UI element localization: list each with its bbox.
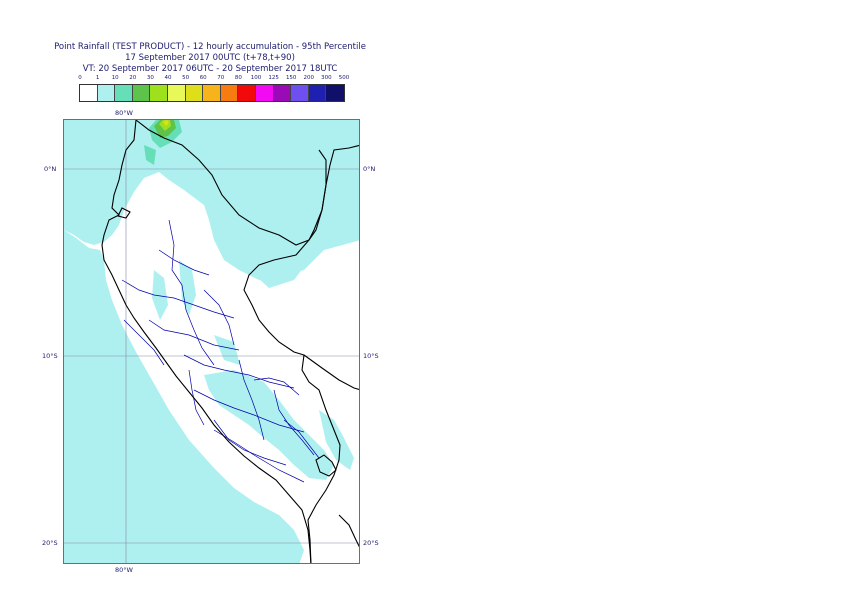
region-border xyxy=(121,279,235,319)
graticule xyxy=(64,120,359,563)
lon-label-bottom: 80°W xyxy=(115,566,133,574)
legend-swatch xyxy=(308,85,327,101)
lat-label-left-10s: 10°S xyxy=(42,352,58,360)
peru-ecuador-colombia-border xyxy=(135,120,359,246)
legend-tick-label: 50 xyxy=(182,75,190,81)
legend-tick-label: 20 xyxy=(129,75,137,81)
regional-borders xyxy=(121,219,320,483)
region-border xyxy=(213,419,287,466)
legend-tick-label: 500 xyxy=(338,75,350,81)
map-title-block: Point Rainfall (TEST PRODUCT) - 12 hourl… xyxy=(40,42,380,75)
coastlines-country-borders xyxy=(101,120,359,563)
legend-color-bar xyxy=(79,84,345,102)
legend-swatch xyxy=(220,85,239,101)
lat-label-right-20s: 20°S xyxy=(363,539,379,547)
brazil-northeast-border xyxy=(308,149,327,241)
legend-tick-label: 100 xyxy=(250,75,262,81)
peru-brazil-border xyxy=(243,239,341,563)
lat-label-left-20s: 20°S xyxy=(42,539,58,547)
region-border xyxy=(183,354,295,389)
rain-area-mid-south xyxy=(204,370,334,480)
rain-peak-core xyxy=(163,120,169,126)
region-border xyxy=(148,319,240,351)
region-border xyxy=(168,219,215,366)
region-border xyxy=(238,359,265,441)
legend-swatch xyxy=(185,85,204,101)
legend-swatch xyxy=(80,85,98,101)
legend-tick-label: 40 xyxy=(164,75,172,81)
region-border xyxy=(123,319,165,366)
legend-swatch xyxy=(291,85,309,101)
lat-label-left-0: 0°N xyxy=(44,165,57,173)
legend-swatch xyxy=(326,85,344,101)
legend-tick-label: 60 xyxy=(199,75,207,81)
legend-swatch xyxy=(132,85,151,101)
lake-titicaca xyxy=(315,454,337,477)
rain-streak-2 xyxy=(152,270,168,320)
legend-tick-label: 70 xyxy=(217,75,225,81)
lat-label-right-0: 0°N xyxy=(363,165,376,173)
rain-coastal-spot xyxy=(144,145,156,165)
map-panel[interactable] xyxy=(63,119,360,564)
color-legend: 0 1 10 20 30 40 50 60 70 80 100 125 150 200 300 500 xyxy=(76,75,350,103)
legend-swatch xyxy=(255,85,274,101)
legend-swatch xyxy=(97,85,116,101)
legend-swatch xyxy=(238,85,256,101)
legend-tick-label: 80 xyxy=(234,75,242,81)
legend-tick-label: 1 xyxy=(95,75,100,81)
northern-inlet xyxy=(117,207,131,219)
bolivia-border xyxy=(303,354,359,391)
region-border xyxy=(193,389,305,433)
legend-tick-label: 10 xyxy=(111,75,119,81)
rain-area-north xyxy=(64,120,359,280)
south-america-west-coast xyxy=(101,120,312,563)
legend-tick-label: 30 xyxy=(146,75,154,81)
map-canvas xyxy=(64,120,359,563)
region-border xyxy=(253,377,300,396)
region-border xyxy=(273,389,315,456)
region-border xyxy=(213,429,305,483)
rain-streak-1 xyxy=(179,260,196,315)
chile-border xyxy=(338,514,359,548)
legend-tick-label: 125 xyxy=(268,75,279,81)
legend-swatch xyxy=(167,85,186,101)
rain-area-northeast xyxy=(244,215,314,288)
legend-tick-label: 150 xyxy=(285,75,297,81)
lat-label-right-10s: 10°S xyxy=(363,352,379,360)
region-border xyxy=(203,289,235,346)
region-border xyxy=(158,249,210,276)
title-line-3: VT: 20 September 2017 06UTC - 20 Septemb… xyxy=(82,64,338,74)
region-border xyxy=(188,369,205,426)
legend-tick-label: 200 xyxy=(303,75,315,81)
rain-area-east-patch xyxy=(319,410,354,470)
legend-tick-label: 0 xyxy=(78,75,82,81)
region-border xyxy=(283,419,320,459)
legend-tick-labels: 0 1 10 20 30 40 50 60 70 80 100 125 150 200 300 500 xyxy=(76,75,350,83)
legend-swatch xyxy=(115,85,133,101)
legend-swatch xyxy=(150,85,168,101)
legend-tick-label: 300 xyxy=(321,75,332,81)
lon-label-top: 80°W xyxy=(115,109,133,117)
rain-area-west xyxy=(64,230,304,563)
legend-swatch xyxy=(273,85,292,101)
rain-streak-3 xyxy=(214,335,240,365)
title-line-1: Point Rainfall (TEST PRODUCT) - 12 hourl… xyxy=(54,42,366,52)
legend-swatch xyxy=(203,85,221,101)
title-line-2: 17 September 2017 00UTC (t+78,t+90) xyxy=(125,53,295,63)
rainfall-shading xyxy=(64,120,359,563)
